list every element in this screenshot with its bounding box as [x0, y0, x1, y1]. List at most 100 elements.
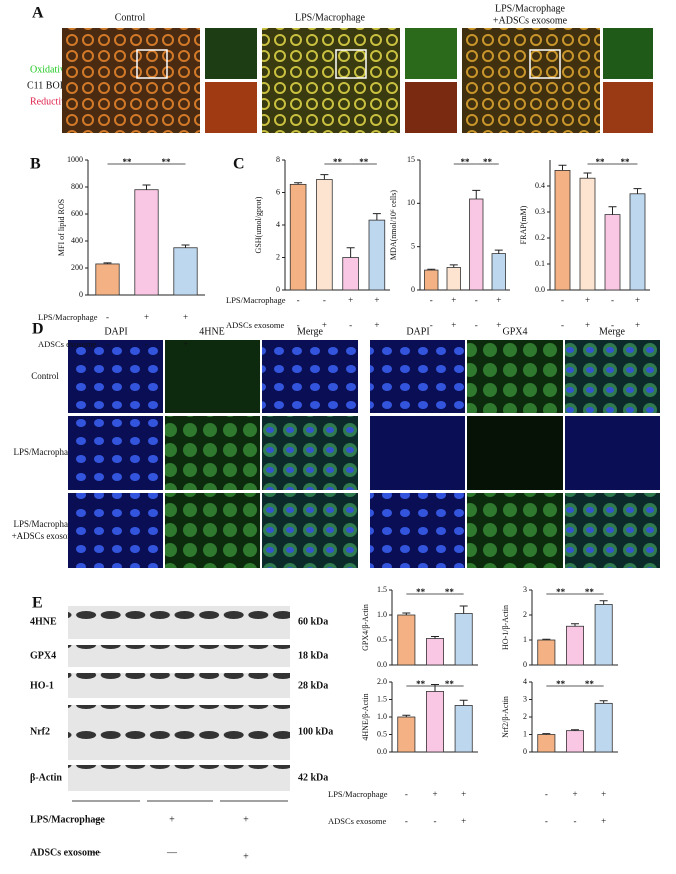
significance-label: ** — [416, 587, 426, 597]
y-tick-label: 2 — [276, 252, 280, 261]
y-tick-label: 2.0 — [377, 677, 387, 686]
y-tick-label: 8 — [276, 155, 280, 164]
y-tick-label: 1.0 — [377, 610, 387, 619]
y-tick-label: 200 — [71, 263, 83, 272]
significance-label: ** — [359, 157, 369, 167]
y-axis-label: GSH(umol/gprot) — [254, 196, 263, 253]
error-bar — [142, 184, 151, 190]
band-label: Nrf2 — [30, 726, 50, 737]
y-tick-label: 1000 — [67, 155, 83, 164]
error-bar — [633, 188, 642, 194]
band-size: 42 kDa — [298, 772, 328, 783]
bar — [537, 639, 556, 666]
significance-label: ** — [333, 157, 343, 167]
row-title: LPS/Macrophage — [14, 519, 77, 529]
column-title: Control — [115, 12, 146, 23]
band-size: 60 kDa — [298, 616, 328, 627]
band-label: GPX4 — [30, 650, 56, 661]
error-bar — [181, 244, 190, 248]
error-bar — [571, 623, 579, 627]
condition-sign: + — [496, 320, 501, 330]
row-title: +ADSCs exosome — [12, 531, 79, 541]
column-title: 4HNE — [199, 326, 225, 337]
significance-label: ** — [445, 679, 455, 689]
error-bar — [431, 683, 439, 692]
error-bar — [320, 174, 329, 180]
error-bar — [571, 729, 579, 731]
condition-sign: - — [106, 339, 109, 349]
column-title: LPS/Macrophage — [495, 3, 566, 14]
band-size: 28 kDa — [298, 680, 328, 691]
error-bar — [599, 600, 608, 605]
bar — [289, 183, 307, 291]
bar — [316, 179, 333, 291]
error-bar — [558, 164, 567, 171]
bar — [425, 691, 444, 753]
condition-sign: + — [348, 295, 353, 305]
condition-name: LPS/Macrophage — [226, 295, 286, 305]
significance-label: ** — [162, 157, 172, 167]
y-tick-label: 4 — [523, 677, 527, 686]
condition-name: ADSCs exosome — [328, 816, 387, 826]
condition-sign: - — [405, 789, 408, 799]
bar — [397, 716, 416, 753]
y-tick-label: 0.2 — [535, 233, 545, 242]
condition-name: ADSCs exosome — [30, 847, 100, 858]
band-size: 100 kDa — [298, 726, 333, 737]
y-tick-label: 0.0 — [535, 285, 545, 294]
error-bar — [459, 605, 468, 614]
bar — [604, 214, 621, 291]
bar — [554, 169, 571, 291]
condition-sign: + — [183, 312, 188, 322]
condition-sign: — — [90, 814, 102, 825]
y-tick-label: 0.4 — [535, 181, 545, 190]
significance-label: ** — [123, 157, 133, 167]
column-title: DAPI — [104, 326, 127, 337]
y-tick-label: 2 — [523, 712, 527, 721]
bar — [454, 613, 473, 666]
bar — [446, 267, 461, 291]
panel-label: A — [32, 5, 44, 22]
y-tick-label: 0.5 — [377, 729, 387, 738]
column-title: DAPI — [406, 326, 429, 337]
y-tick-label: 4 — [276, 220, 280, 229]
condition-sign: - — [297, 295, 300, 305]
condition-sign: - — [405, 816, 408, 826]
bar — [629, 193, 646, 291]
condition-name: LPS/Macrophage — [30, 814, 105, 825]
significance-label: ** — [556, 587, 566, 597]
condition-sign: + — [144, 312, 149, 322]
condition-sign: - — [434, 816, 437, 826]
bar — [424, 269, 439, 291]
error-bar — [494, 249, 503, 254]
y-tick-label: 0.3 — [535, 207, 545, 216]
condition-sign: + — [322, 320, 327, 330]
column-title: Merge — [599, 326, 625, 337]
band-label: β-Actin — [30, 772, 62, 783]
bar — [594, 604, 613, 666]
stain-label: Reductive — [30, 96, 71, 107]
micrographs — [62, 28, 653, 133]
row-title: Control — [31, 371, 59, 381]
significance-label: ** — [596, 157, 606, 167]
bar — [454, 705, 473, 753]
condition-sign: - — [574, 816, 577, 826]
y-tick-label: 10 — [407, 198, 415, 207]
bar — [579, 177, 596, 291]
condition-sign: - — [545, 816, 548, 826]
error-bar — [372, 213, 381, 221]
condition-sign: + — [572, 789, 577, 799]
condition-name: LPS/Macrophage — [38, 312, 98, 322]
bar — [469, 198, 484, 291]
bar — [566, 730, 585, 753]
condition-sign: - — [545, 789, 548, 799]
condition-sign: - — [611, 320, 614, 330]
y-tick-label: 1.5 — [377, 585, 387, 594]
condition-sign: + — [243, 851, 249, 862]
error-bar — [402, 612, 411, 615]
y-tick-label: 3 — [523, 694, 527, 703]
y-tick-label: 0 — [79, 290, 83, 299]
y-tick-label: 15 — [407, 155, 415, 164]
error-bar — [542, 733, 551, 735]
y-tick-label: 0 — [523, 747, 527, 756]
